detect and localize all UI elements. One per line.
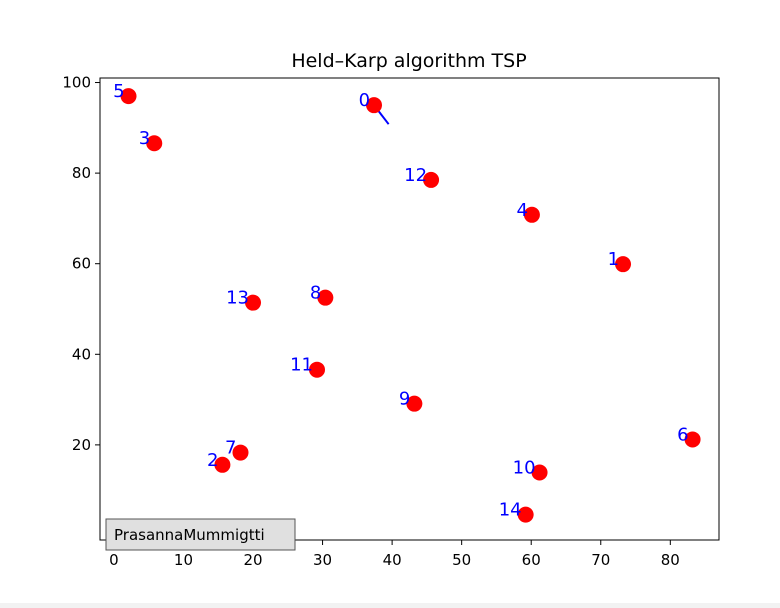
x-tick-label: 20: [243, 551, 262, 569]
y-tick-label: 80: [72, 164, 91, 182]
city-point: [308, 361, 325, 378]
city-label: 2: [207, 450, 218, 471]
x-tick-label: 50: [452, 551, 471, 569]
city-label: 6: [677, 424, 688, 445]
city-label: 7: [225, 438, 236, 459]
city-point: [214, 456, 231, 473]
city-point: [531, 464, 548, 481]
chart-title: Held–Karp algorithm TSP: [291, 50, 526, 72]
city-label: 10: [513, 458, 536, 479]
city-label: 5: [113, 81, 124, 102]
city-label: 1: [608, 249, 619, 270]
city-point: [684, 431, 701, 448]
city-point: [523, 206, 540, 223]
city-point: [615, 256, 632, 273]
city-point: [245, 294, 262, 311]
city-label: 9: [399, 389, 410, 410]
city-point: [517, 506, 534, 523]
plot-frame: [99, 77, 720, 541]
city-point: [366, 97, 383, 114]
y-tick-label: 40: [72, 345, 91, 363]
x-tick-label: 60: [522, 551, 541, 569]
city-label: 14: [499, 500, 522, 521]
x-tick-label: 40: [383, 551, 402, 569]
window-bottom-edge: [0, 603, 780, 608]
x-tick-label: 30: [313, 551, 332, 569]
city-label: 8: [310, 283, 321, 304]
city-point: [232, 444, 249, 461]
city-label: 0: [359, 90, 370, 111]
x-tick-label: 80: [661, 551, 680, 569]
city-point: [406, 395, 423, 412]
x-tick-label: 70: [591, 551, 610, 569]
city-point: [146, 135, 163, 152]
city-point: [423, 171, 440, 188]
x-tick-label: 10: [174, 551, 193, 569]
city-point: [317, 289, 334, 306]
city-label: 11: [290, 355, 313, 376]
legend-text: PrasannaMummigtti: [114, 526, 265, 544]
city-label: 3: [139, 128, 150, 149]
city-label: 12: [404, 165, 427, 186]
city-points: [120, 88, 701, 523]
legend-box: PrasannaMummigtti: [105, 518, 296, 551]
city-point: [120, 88, 137, 105]
y-tick-label: 20: [72, 436, 91, 454]
city-label: 4: [516, 200, 527, 221]
city-label: 13: [226, 288, 249, 309]
y-tick-label: 60: [72, 255, 91, 273]
y-tick-label: 100: [62, 74, 91, 92]
x-tick-label: 0: [109, 551, 119, 569]
